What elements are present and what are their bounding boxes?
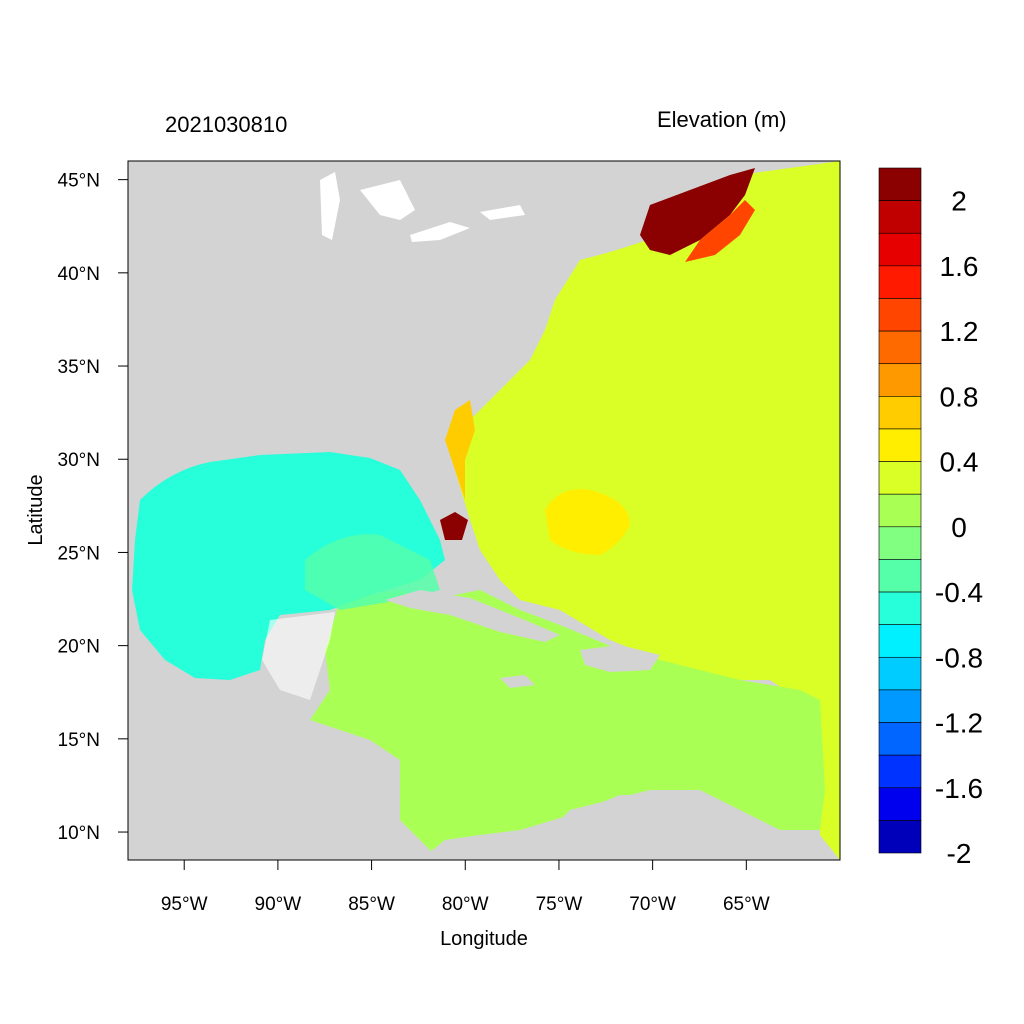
- colorbar-swatch: [878, 722, 922, 756]
- colorbar-swatch: [878, 428, 922, 462]
- cuba: [385, 590, 560, 642]
- colorbar-swatch: [878, 200, 922, 234]
- colorbar-swatch: [878, 656, 922, 691]
- longitude-axis: 95°W 90°W 85°W 80°W 75°W 70°W 65°W: [161, 860, 770, 915]
- colorbar-label: -0.8: [935, 642, 983, 673]
- lon-tick-label: 80°W: [442, 894, 489, 915]
- colorbar-label: 1.2: [940, 316, 979, 347]
- colorbar-swatch: [878, 624, 922, 658]
- colorbar: 2 1.6 1.2 0.8 0.4 0 -0.4 -0.8 -1.2 -1.6 -2: [878, 167, 983, 869]
- lat-tick-label: 40°N: [58, 264, 100, 285]
- maine-surge: [640, 168, 755, 255]
- lon-tick-label: 95°W: [161, 894, 208, 915]
- lake-michigan: [320, 172, 340, 240]
- colorbar-label: 0: [951, 512, 967, 543]
- colorbar-label: 0.4: [940, 447, 979, 478]
- central-america: [128, 720, 400, 860]
- colorbar-swatch: [878, 232, 922, 267]
- bahamas-patch: [545, 489, 630, 555]
- field-title: Elevation (m): [657, 107, 787, 132]
- colorbar-label: -0.4: [935, 577, 983, 608]
- colorbar-swatch: [878, 820, 922, 854]
- lat-tick-label: 35°N: [58, 357, 100, 378]
- yucatan-channel: [305, 534, 440, 610]
- atlantic-ocean: [455, 161, 840, 860]
- lat-tick-label: 45°N: [58, 171, 100, 192]
- colorbar-swatch: [878, 526, 922, 560]
- lon-tick-label: 75°W: [536, 894, 583, 915]
- colorbar-swatch: [878, 167, 922, 201]
- colorbar-swatch: [878, 689, 922, 723]
- hispaniola: [580, 645, 660, 672]
- colorbar-swatch: [878, 461, 922, 495]
- colorbar-swatch: [878, 493, 922, 528]
- south-america: [420, 795, 840, 860]
- florida-surge: [440, 512, 468, 540]
- colorbar-swatch: [878, 330, 922, 365]
- colorbar-swatch: [878, 559, 922, 593]
- lon-tick-label: 85°W: [348, 894, 395, 915]
- colorbar-swatch: [878, 265, 922, 299]
- latitude-axis: 45°N 40°N 35°N 30°N 25°N 20°N 15°N 10°N: [58, 171, 128, 844]
- timestamp-title: 2021030810: [165, 112, 288, 137]
- colorbar-swatch: [878, 754, 922, 789]
- colorbar-label: -1.6: [935, 773, 983, 804]
- maine-surge-edge: [685, 200, 755, 262]
- gulf-stream-band: [445, 400, 475, 500]
- colorbar-swatch: [878, 591, 922, 625]
- lat-tick-label: 20°N: [58, 637, 100, 658]
- lake-erie: [410, 222, 470, 242]
- lon-tick-label: 90°W: [255, 894, 302, 915]
- colorbar-label: -2: [947, 838, 972, 869]
- lat-tick-label: 30°N: [58, 450, 100, 471]
- map-frame: [127, 160, 841, 861]
- lake-huron: [360, 180, 415, 220]
- colorbar-swatch: [878, 396, 922, 430]
- colorbar-swatch: [878, 363, 922, 397]
- colorbar-label: 0.8: [940, 381, 979, 412]
- x-axis-title: Longitude: [440, 928, 528, 950]
- lon-tick-label: 65°W: [723, 894, 770, 915]
- lake-ontario: [480, 205, 525, 220]
- map-plot-area: [128, 161, 840, 860]
- colorbar-label: 1.6: [940, 251, 979, 282]
- colorbar-swatch: [878, 298, 922, 332]
- gulf-of-mexico: [132, 452, 445, 680]
- lon-tick-label: 70°W: [629, 894, 676, 915]
- lat-tick-label: 15°N: [58, 730, 100, 751]
- jamaica: [500, 675, 535, 688]
- colorbar-label: -1.2: [935, 708, 983, 739]
- yucatan-coast: [262, 612, 335, 700]
- y-axis-title: Latitude: [25, 474, 47, 545]
- caribbean-sea: [310, 590, 825, 860]
- lat-tick-label: 10°N: [58, 823, 100, 844]
- colorbar-swatch: [878, 787, 922, 821]
- colorbar-label: 2: [951, 186, 967, 217]
- lat-tick-label: 25°N: [58, 543, 100, 564]
